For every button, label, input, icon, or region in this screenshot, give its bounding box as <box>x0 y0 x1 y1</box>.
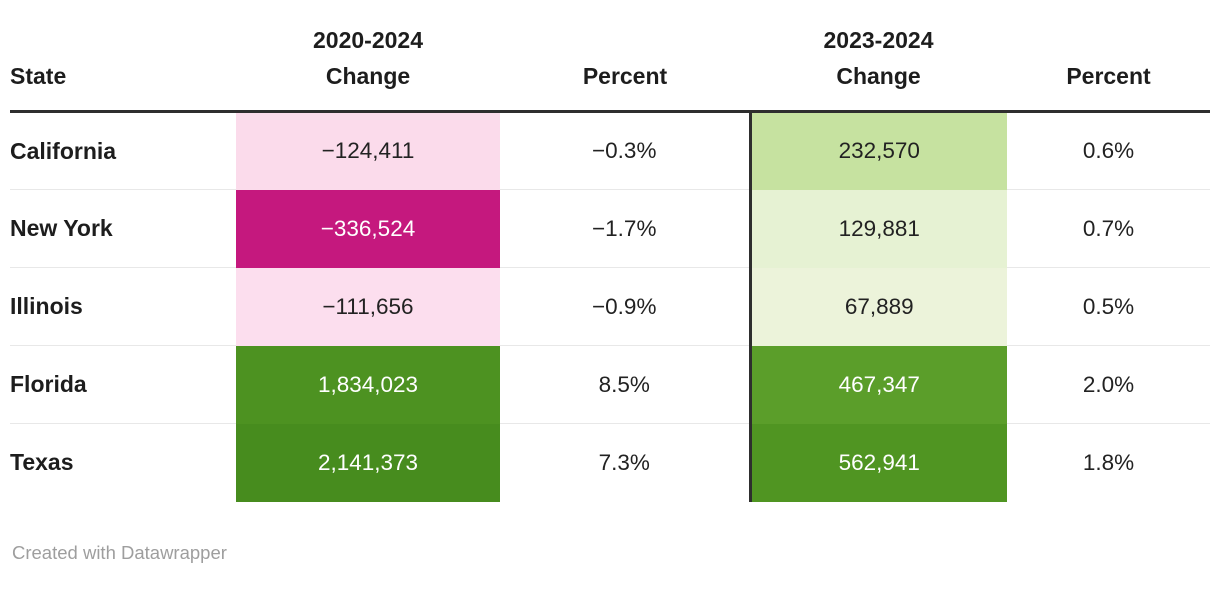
column-header-change-2020-2024: 2020-2024 Change <box>236 0 500 113</box>
table-row-texas: Texas 2,141,373 7.3% 562,941 1.8% <box>10 423 1210 502</box>
percent-2023-2024-cell: 0.5% <box>1007 267 1210 346</box>
column-header-change-2023-2024: 2023-2024 Change <box>750 0 1007 113</box>
datawrapper-table-chart: State 2020-2024 Change Percent 2023-2024… <box>10 0 1210 563</box>
change-2023-2024-cell: 67,889 <box>748 267 1007 346</box>
percent-2020-2024-cell: 8.5% <box>500 345 750 424</box>
change-2023-2024-cell: 232,570 <box>748 111 1007 190</box>
change-2020-2024-cell: −111,656 <box>236 267 500 346</box>
change-2020-2024-cell: −336,524 <box>236 189 500 268</box>
table-row-new-york: New York −336,524 −1.7% 129,881 0.7% <box>10 189 1210 268</box>
change-2023-2024-cell: 562,941 <box>748 423 1007 502</box>
state-label: California <box>10 137 117 164</box>
percent-2020-2024-cell: −0.9% <box>500 267 750 346</box>
percent-2023-2024-cell: 0.6% <box>1082 138 1135 163</box>
table-header: State 2020-2024 Change Percent 2023-2024… <box>10 0 1210 113</box>
table-row-illinois: Illinois −111,656 −0.9% 67,889 0.5% <box>10 267 1210 346</box>
change-2023-2024-cell: 467,347 <box>748 345 1007 424</box>
change-2020-2024-cell: −124,411 <box>236 111 500 190</box>
percent-2020-2024-cell: −0.3% <box>592 138 657 163</box>
state-label: Illinois <box>10 267 236 346</box>
state-label: New York <box>10 189 236 268</box>
population-change-table: State 2020-2024 Change Percent 2023-2024… <box>10 0 1210 502</box>
percent-2020-2024-cell: −1.7% <box>500 189 750 268</box>
column-header-state: State <box>10 0 236 113</box>
percent-2023-2024-cell: 0.7% <box>1007 189 1210 268</box>
table-body: California −124,411 −0.3% 232,570 0.6% N… <box>10 111 1210 502</box>
column-header-percent-2023-2024: Percent <box>1007 0 1210 113</box>
change-2020-2024-cell: 1,834,023 <box>236 345 500 424</box>
change-2023-2024-cell: 129,881 <box>748 189 1007 268</box>
state-label: Texas <box>10 423 236 502</box>
percent-2023-2024-cell: 2.0% <box>1007 345 1210 424</box>
change-2020-2024-cell: 2,141,373 <box>236 423 500 502</box>
table-row-california: California −124,411 −0.3% 232,570 0.6% <box>10 111 1210 190</box>
column-header-percent-2020-2024: Percent <box>500 0 750 113</box>
datawrapper-credit: Created with Datawrapper <box>12 541 227 563</box>
table-row-florida: Florida 1,834,023 8.5% 467,347 2.0% <box>10 345 1210 424</box>
percent-2020-2024-cell: 7.3% <box>500 423 750 502</box>
percent-2023-2024-cell: 1.8% <box>1007 423 1210 502</box>
state-label: Florida <box>10 345 236 424</box>
